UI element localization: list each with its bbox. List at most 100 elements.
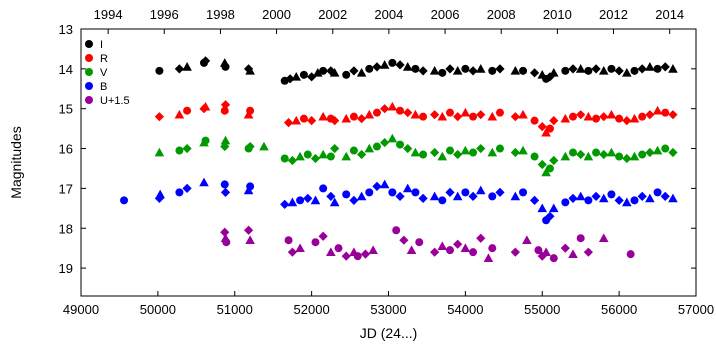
data-point: [630, 196, 639, 205]
data-point: [537, 203, 548, 213]
data-point: [599, 112, 609, 122]
data-point: [287, 197, 298, 207]
year-tick-label: 2006: [431, 7, 460, 22]
data-point: [438, 68, 447, 77]
data-point: [411, 188, 420, 197]
data-point: [220, 106, 229, 115]
y-tick-label: 19: [59, 261, 73, 276]
data-point: [220, 100, 231, 110]
data-point: [392, 226, 401, 235]
data-point: [415, 238, 424, 247]
year-tick-label: 2004: [374, 7, 403, 22]
data-point: [576, 234, 585, 243]
year-tick-label: 2012: [599, 7, 628, 22]
series-i: [155, 56, 678, 85]
data-point: [446, 246, 454, 255]
data-point: [591, 191, 601, 201]
data-point: [220, 135, 231, 145]
data-point: [429, 66, 440, 75]
data-point: [453, 149, 463, 160]
data-point: [583, 151, 594, 161]
data-point: [406, 245, 417, 255]
data-point: [342, 70, 351, 79]
data-point: [410, 147, 421, 157]
year-tick-label: 2002: [318, 7, 347, 22]
data-point: [606, 147, 617, 157]
data-point: [622, 197, 632, 207]
data-point: [614, 195, 624, 205]
data-point: [360, 249, 371, 259]
data-point: [330, 116, 340, 126]
data-point: [568, 64, 578, 74]
data-point: [541, 247, 551, 257]
legend-label: V: [100, 67, 108, 79]
data-point: [259, 141, 269, 151]
data-point: [356, 191, 367, 201]
data-point: [174, 109, 185, 119]
data-point: [522, 235, 532, 245]
data-point: [201, 136, 210, 145]
y-tick-label: 14: [59, 62, 73, 77]
data-point: [299, 114, 308, 123]
data-point: [120, 196, 129, 205]
data-point: [387, 133, 398, 143]
data-point: [312, 68, 323, 77]
data-point: [372, 108, 381, 117]
data-point: [341, 151, 352, 161]
data-point: [410, 109, 421, 119]
data-point: [175, 188, 184, 197]
x-axis-title: JD (24...): [360, 325, 418, 341]
series-b: [120, 177, 678, 225]
data-point: [468, 66, 478, 76]
data-point: [429, 191, 440, 201]
data-point: [599, 149, 609, 160]
data-point: [280, 199, 290, 209]
data-point: [660, 191, 670, 201]
data-point: [668, 64, 678, 73]
data-point: [283, 118, 294, 128]
data-point: [645, 62, 655, 71]
data-point: [568, 193, 578, 203]
data-point: [461, 188, 470, 197]
data-point: [622, 68, 632, 77]
data-point: [592, 114, 601, 123]
data-point: [530, 152, 539, 161]
data-point: [606, 109, 617, 119]
data-point: [365, 64, 374, 73]
data-point: [395, 191, 405, 201]
x-tick-label: 53000: [370, 302, 406, 317]
data-point: [668, 193, 678, 203]
data-point: [629, 151, 640, 161]
data-point: [576, 149, 586, 160]
data-point: [548, 203, 559, 213]
data-point: [396, 140, 405, 149]
legend-marker: [85, 40, 93, 48]
data-point: [592, 148, 601, 157]
year-tick-label: 1998: [206, 7, 235, 22]
data-point: [576, 110, 586, 120]
data-point: [200, 56, 211, 66]
data-point: [182, 62, 192, 71]
data-point: [388, 58, 397, 67]
data-point: [661, 144, 670, 153]
data-point: [598, 66, 609, 75]
data-point: [380, 137, 390, 148]
year-tick-label: 1994: [94, 7, 123, 22]
data-point: [495, 108, 504, 117]
data-point: [495, 64, 505, 74]
data-point: [652, 145, 663, 155]
data-point: [430, 110, 440, 120]
data-point: [488, 192, 497, 201]
data-point: [353, 252, 362, 261]
legend-label: I: [100, 39, 103, 51]
data-point: [372, 142, 381, 151]
data-point: [638, 112, 647, 121]
data-point: [452, 66, 463, 75]
data-point: [560, 113, 571, 123]
series-v: [154, 133, 678, 177]
data-point: [318, 149, 328, 159]
data-point: [430, 247, 440, 257]
year-tick-label: 2008: [487, 7, 516, 22]
data-point: [220, 180, 229, 189]
data-point: [403, 143, 413, 154]
